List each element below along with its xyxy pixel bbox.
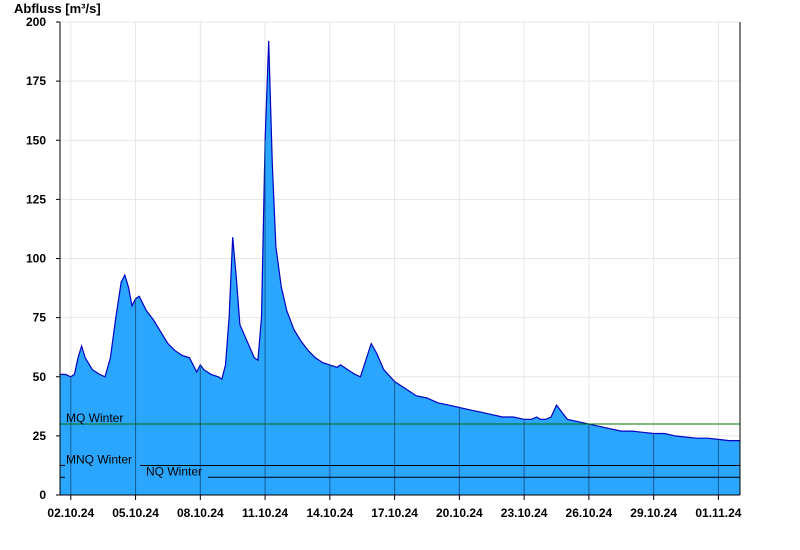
discharge-area bbox=[60, 40, 740, 496]
x-tick-label-2: 08.10.24 bbox=[177, 506, 224, 520]
x-tick-label-3: 11.10.24 bbox=[242, 506, 288, 520]
x-tick-label-9: 29.10.24 bbox=[630, 506, 677, 520]
y-tick-label-4: 100 bbox=[26, 252, 46, 266]
y-tick-label-6: 150 bbox=[26, 133, 46, 147]
x-tick-label-4: 14.10.24 bbox=[306, 506, 353, 520]
x-tick-label-8: 26.10.24 bbox=[566, 506, 613, 520]
ref-label-2: NQ Winter bbox=[146, 464, 202, 478]
y-ticks: 0 25 50 75 100 125 150 175 200 bbox=[26, 15, 60, 502]
y-tick-label-5: 125 bbox=[26, 192, 46, 206]
x-ticks: 02.10.24 05.10.24 08.10.24 11.10.24 14.10.24… bbox=[47, 495, 742, 520]
ref-label-0: MQ Winter bbox=[66, 411, 123, 425]
y-axis-label: Abfluss [m³/s] bbox=[14, 1, 101, 16]
x-tick-label-10: 01.11.24 bbox=[695, 506, 741, 520]
x-tick-label-6: 20.10.24 bbox=[436, 506, 483, 520]
y-tick-label-1: 25 bbox=[33, 429, 47, 443]
discharge-line bbox=[60, 40, 740, 442]
x-tick-label-7: 23.10.24 bbox=[501, 506, 548, 520]
x-tick-label-5: 17.10.24 bbox=[371, 506, 418, 520]
discharge-series bbox=[60, 40, 740, 496]
y-tick-label-3: 75 bbox=[33, 311, 47, 325]
y-tick-label-0: 0 bbox=[39, 488, 46, 502]
ref-label-1: MNQ Winter bbox=[66, 452, 132, 466]
x-tick-label-0: 02.10.24 bbox=[47, 506, 94, 520]
reference-lines: MQ Winter MNQ Winter NQ Winter bbox=[60, 411, 740, 478]
y-tick-label-7: 175 bbox=[26, 74, 46, 88]
x-tick-label-1: 05.10.24 bbox=[112, 506, 159, 520]
y-tick-label-2: 50 bbox=[33, 370, 47, 384]
y-tick-label-8: 200 bbox=[26, 15, 46, 29]
